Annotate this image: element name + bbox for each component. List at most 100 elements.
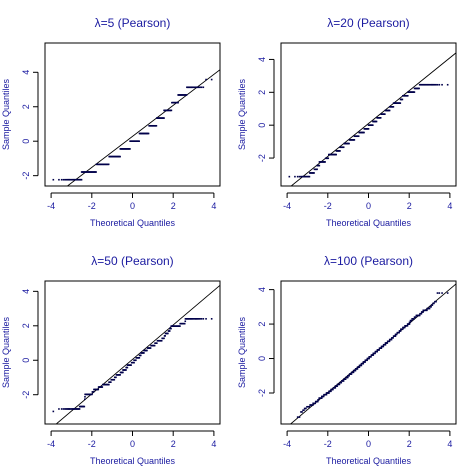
qq-point	[354, 369, 357, 372]
x-tick-label: 4	[211, 201, 216, 211]
qq-point	[147, 132, 150, 135]
qq-point	[332, 388, 334, 391]
qq-point	[309, 172, 312, 174]
qq-point	[309, 404, 312, 406]
y-tick-label: -2	[257, 154, 267, 162]
qq-point	[320, 397, 323, 399]
x-tick-label: 0	[130, 439, 135, 449]
qq-point	[398, 331, 400, 334]
qq-point	[325, 393, 328, 396]
qq-point	[62, 408, 65, 410]
qq-point	[70, 408, 72, 410]
qq-point	[328, 392, 330, 394]
qq-point	[113, 378, 116, 381]
qq-point	[115, 376, 117, 379]
qq-point	[363, 131, 365, 134]
qq-point	[133, 361, 135, 364]
qq-point	[428, 307, 431, 310]
panel-title: λ=100 (Pearson)	[324, 254, 413, 268]
qq-point	[395, 333, 398, 336]
qq-point	[427, 83, 430, 86]
y-axis-label: Sample Quantiles	[1, 316, 11, 388]
x-tick-label: -4	[283, 201, 291, 211]
y-tick-label: 4	[21, 289, 31, 294]
qq-point	[305, 407, 307, 410]
qq-point	[193, 318, 195, 320]
qq-point	[139, 354, 142, 357]
qq-point	[205, 78, 207, 81]
qq-point	[177, 101, 179, 104]
qq-point	[179, 325, 181, 327]
qq-point	[92, 391, 95, 393]
y-tick-label: 2	[257, 322, 267, 327]
qq-point	[428, 83, 430, 86]
qq-point	[362, 362, 365, 365]
qq-point	[69, 408, 71, 410]
qq-point	[155, 124, 158, 127]
qq-point	[302, 175, 304, 178]
qq-point	[69, 178, 71, 181]
qq-points	[296, 292, 449, 418]
qq-point	[66, 178, 68, 181]
qq-point	[312, 404, 314, 406]
x-tick-label: 0	[366, 201, 371, 211]
qq-point	[422, 309, 425, 312]
qq-point	[429, 306, 431, 308]
qq-point	[185, 94, 188, 96]
qq-point	[192, 86, 195, 89]
qq-point	[388, 109, 391, 112]
qq-point	[119, 155, 121, 158]
qq-point	[71, 408, 73, 410]
qq-point	[163, 117, 165, 119]
y-tick-label: 4	[257, 57, 267, 62]
qq-point	[167, 332, 169, 335]
qq-point	[375, 120, 378, 123]
qq-point	[122, 371, 124, 374]
plot-frame	[44, 280, 221, 425]
qq-point	[366, 359, 368, 362]
qq-point	[97, 388, 100, 391]
qq-point	[426, 309, 428, 312]
x-tick-label: -2	[324, 201, 332, 211]
qq-point	[126, 366, 129, 369]
x-tick-label: -4	[283, 439, 291, 449]
qq-point	[294, 175, 296, 178]
y-tick-label: 2	[21, 323, 31, 328]
qq-point	[288, 175, 291, 178]
qq-point	[346, 376, 349, 379]
y-tick-label: 4	[21, 70, 31, 75]
x-tick-label: -2	[88, 439, 96, 449]
qq-point	[210, 78, 213, 81]
qq-point	[376, 350, 379, 353]
y-axis-label: Sample Quantiles	[237, 316, 247, 388]
qq-point	[200, 318, 203, 320]
qq-point	[183, 322, 186, 325]
qq-point	[66, 408, 68, 410]
qq-point	[441, 292, 443, 294]
qq-point	[205, 318, 207, 320]
qq-point	[307, 405, 309, 408]
qq-point	[60, 408, 63, 410]
qq-point	[199, 318, 201, 320]
y-axis-label: Sample Quantiles	[237, 78, 247, 150]
qq-point	[191, 86, 194, 89]
qq-point	[340, 381, 343, 384]
qq-point	[420, 312, 423, 315]
qq-point	[435, 300, 437, 303]
qq-point	[392, 337, 394, 339]
panel-title: λ=20 (Pearson)	[327, 16, 409, 30]
qq-point	[78, 408, 81, 410]
qq-point	[367, 128, 370, 130]
qq-point	[413, 318, 415, 320]
qq-point	[339, 150, 341, 152]
x-axis-label: Theoretical Quantiles	[326, 218, 412, 228]
qq-point	[425, 83, 427, 86]
qq-point	[409, 321, 411, 324]
qq-point	[431, 304, 434, 306]
qq-point	[307, 175, 309, 178]
y-tick-label: 4	[257, 287, 267, 292]
qq-point	[330, 390, 332, 393]
qq-point	[433, 302, 435, 305]
qq-point	[350, 373, 353, 375]
